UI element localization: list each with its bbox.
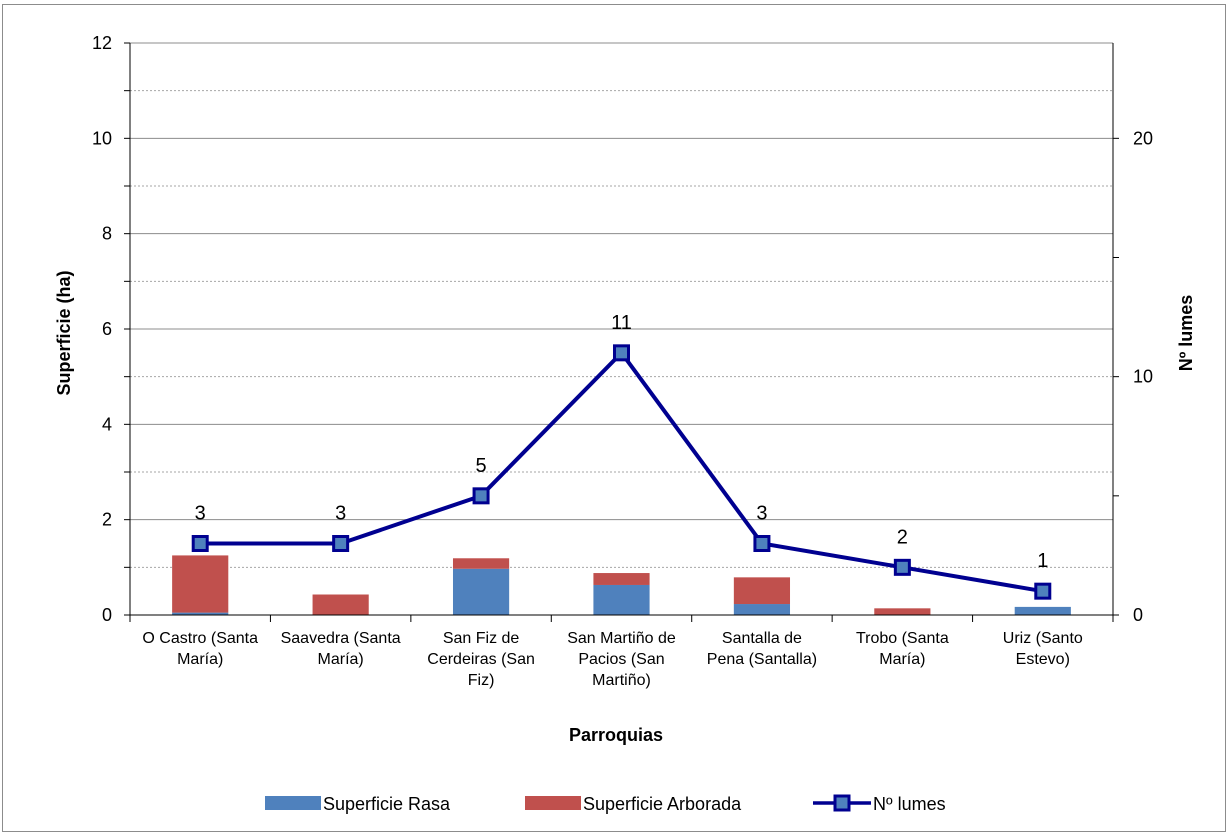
y-tick-label: 10 — [92, 128, 112, 148]
y-tick-label: 2 — [102, 510, 112, 530]
data-label-lumes-4: 3 — [756, 503, 767, 525]
bar-arborada-2 — [452, 558, 510, 569]
marker-lumes-4 — [753, 535, 771, 552]
x-tick-label-6: Uriz (Santo Estevo) — [1003, 630, 1083, 668]
axes — [124, 42, 1119, 622]
data-label-lumes-2: 5 — [476, 455, 487, 477]
y2-axis-title: Nº lumes — [1176, 295, 1196, 372]
legend-swatch-rasa — [265, 796, 321, 810]
legend-marker-lumes — [833, 794, 851, 812]
legend-label-arborada: Superficie Arborada — [583, 794, 742, 814]
chart-frame: 0 2 4 6 8 10 12 0 10 20 O Castro (Santa María) Saave… — [2, 4, 1226, 832]
data-label-lumes-1: 3 — [335, 503, 346, 525]
bars — [172, 555, 1071, 615]
x-tick-label-5: Trobo (Santa María) — [856, 630, 949, 668]
bar-rasa-4 — [733, 604, 791, 615]
line-series — [191, 344, 1052, 600]
x-tick-label-2: San Fiz de Cerdeiras (San Fiz) — [427, 630, 535, 689]
data-label-lumes-0: 3 — [195, 503, 206, 525]
bar-arborada-3 — [593, 573, 650, 585]
legend-swatch-arborada — [525, 796, 581, 810]
x-axis-title: Parroquias — [569, 725, 663, 745]
y2-tick-label: 0 — [1133, 605, 1143, 625]
bar-arborada-0 — [172, 555, 229, 613]
marker-lumes-5 — [893, 558, 911, 576]
bar-arborada-4 — [733, 577, 791, 605]
gridlines — [130, 42, 1113, 568]
y2-tick-label: 10 — [1133, 367, 1153, 387]
bar-rasa-0 — [172, 612, 229, 615]
legend: Superficie Rasa Superficie Arborada Nº l… — [265, 794, 946, 814]
bar-rasa-3 — [593, 584, 650, 615]
marker-lumes-0 — [191, 535, 209, 552]
marker-lumes-3 — [613, 344, 630, 362]
marker-lumes-2 — [472, 487, 490, 505]
marker-lumes-1 — [332, 535, 350, 552]
y-tick-label: 6 — [102, 319, 112, 339]
marker-lumes-6 — [1034, 582, 1052, 600]
y-tick-label: 8 — [102, 224, 112, 244]
bar-arborada-1 — [312, 594, 369, 615]
bar-rasa-6 — [1014, 606, 1071, 615]
x-tick-label-4: Santalla de Pena (Santalla) — [707, 630, 817, 668]
data-label-lumes-5: 2 — [897, 526, 908, 548]
data-label-lumes-3: 11 — [611, 312, 632, 334]
x-tick-label-3: San Martiño de Pacios (San Martiño) — [567, 630, 676, 689]
bar-rasa-2 — [452, 568, 510, 615]
y-tick-label: 12 — [92, 33, 112, 53]
y-tick-label: 0 — [102, 605, 112, 625]
data-label-lumes-6: 1 — [1037, 550, 1048, 572]
x-tick-label-0: O Castro (Santa María) — [142, 630, 258, 668]
legend-label-lumes: Nº lumes — [873, 794, 946, 814]
legend-label-rasa: Superficie Rasa — [323, 794, 451, 814]
y-axis-title: Superficie (ha) — [54, 270, 74, 395]
bar-arborada-5 — [874, 608, 931, 615]
y-tick-label: 4 — [102, 414, 112, 434]
y2-tick-label: 20 — [1133, 128, 1153, 148]
x-tick-label-1: Saavedra (Santa María) — [281, 630, 401, 668]
